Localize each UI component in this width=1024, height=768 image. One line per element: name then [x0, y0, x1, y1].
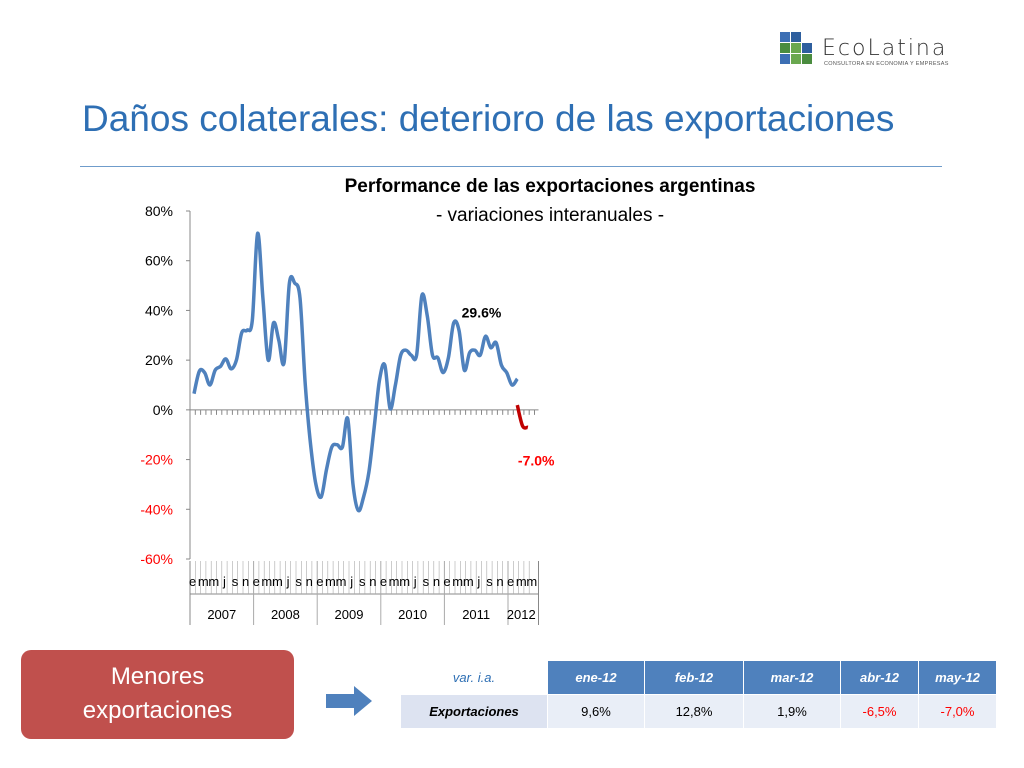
x-month-label: n	[433, 574, 440, 589]
series-line-red	[515, 404, 529, 430]
x-month-label: m	[389, 574, 400, 589]
x-month-label: m	[325, 574, 336, 589]
table-corner-label: var. i.a.	[400, 660, 548, 695]
x-month-label: n	[369, 574, 376, 589]
table-cell: 12,8%	[644, 694, 744, 729]
x-month-label: m	[208, 574, 219, 589]
x-month-label: s	[486, 574, 493, 589]
exports-table: var. i.a. ene-12 feb-12 mar-12 abr-12 ma…	[400, 660, 997, 729]
x-year-label: 2009	[335, 607, 364, 622]
x-month-label: n	[306, 574, 313, 589]
logo-name: EcoLatina	[822, 36, 948, 61]
y-tick-label: 80%	[145, 203, 173, 219]
table-cell: -7,0%	[918, 694, 997, 729]
chart-subtitle: - variaciones interanuales -	[435, 205, 665, 226]
callout-box: Menores exportaciones	[21, 650, 294, 739]
x-month-label: n	[496, 574, 503, 589]
right-arrow-icon	[326, 686, 372, 716]
x-month-label: j	[222, 574, 226, 589]
logo-grid-icon	[780, 32, 812, 64]
series-line-blue	[192, 231, 519, 513]
x-month-label: m	[261, 574, 272, 589]
x-year-label: 2011	[462, 607, 490, 622]
table-row: Exportaciones 9,6% 12,8% 1,9% -6,5% -7,0…	[400, 694, 997, 729]
x-month-label: m	[272, 574, 283, 589]
x-month-label: n	[242, 574, 249, 589]
x-month-label: s	[423, 574, 430, 589]
table-header-cell: mar-12	[743, 660, 841, 695]
table-cell: 9,6%	[547, 694, 645, 729]
x-month-label: e	[380, 574, 387, 589]
exports-line-chart: 80%60%40%20%0%-20%-40%-60%e m m j s n e m m j s n e m…	[140, 203, 555, 625]
x-month-label: m	[526, 574, 537, 589]
x-year-label: 2010	[398, 607, 427, 622]
x-year-label: 2012	[507, 607, 536, 622]
table-row-label: Exportaciones	[400, 694, 548, 729]
x-month-label: j	[349, 574, 353, 589]
x-month-label: j	[413, 574, 417, 589]
x-year-label: 2008	[271, 607, 300, 622]
x-month-label: m	[336, 574, 347, 589]
table-header-cell: ene-12	[547, 660, 645, 695]
chart-title: Performance de las exportaciones argenti…	[344, 176, 756, 197]
x-month-label: j	[476, 574, 480, 589]
y-tick-label: -40%	[140, 501, 173, 517]
x-month-label: s	[359, 574, 366, 589]
x-month-label: s	[232, 574, 239, 589]
data-label: 29.6%	[462, 304, 502, 320]
y-tick-label: 40%	[145, 302, 173, 318]
table-header-cell: feb-12	[644, 660, 744, 695]
x-year-label: 2007	[207, 607, 236, 622]
x-month-label: m	[198, 574, 209, 589]
title-divider	[80, 166, 942, 167]
table-header-row: var. i.a. ene-12 feb-12 mar-12 abr-12 ma…	[400, 660, 997, 695]
x-month-label: e	[253, 574, 260, 589]
ecolatina-logo: EcoLatina CONSULTORA EN ECONOMIA Y EMPRE…	[778, 30, 993, 70]
table-header-cell: may-12	[918, 660, 997, 695]
callout-line-1: Menores	[110, 663, 205, 690]
y-tick-label: -20%	[140, 452, 173, 468]
y-tick-label: 0%	[153, 402, 173, 418]
x-month-label: m	[516, 574, 527, 589]
x-month-label: e	[189, 574, 196, 589]
x-month-label: m	[452, 574, 463, 589]
x-month-label: e	[507, 574, 514, 589]
table-cell: -6,5%	[840, 694, 919, 729]
y-tick-label: 20%	[145, 352, 173, 368]
x-month-label: j	[286, 574, 290, 589]
x-month-label: s	[295, 574, 302, 589]
callout-line-2: exportaciones	[82, 697, 233, 724]
y-tick-label: 60%	[145, 253, 173, 269]
table-header-cell: abr-12	[840, 660, 919, 695]
table-cell: 1,9%	[743, 694, 841, 729]
data-label: -7.0%	[518, 452, 555, 468]
x-month-label: m	[399, 574, 410, 589]
x-month-label: m	[463, 574, 474, 589]
x-month-label: e	[443, 574, 450, 589]
x-month-label: e	[316, 574, 323, 589]
logo-tagline: CONSULTORA EN ECONOMIA Y EMPRESAS	[824, 61, 949, 67]
slide-title: Daños colaterales: deterioro de las expo…	[82, 98, 895, 139]
y-tick-label: -60%	[140, 551, 173, 567]
